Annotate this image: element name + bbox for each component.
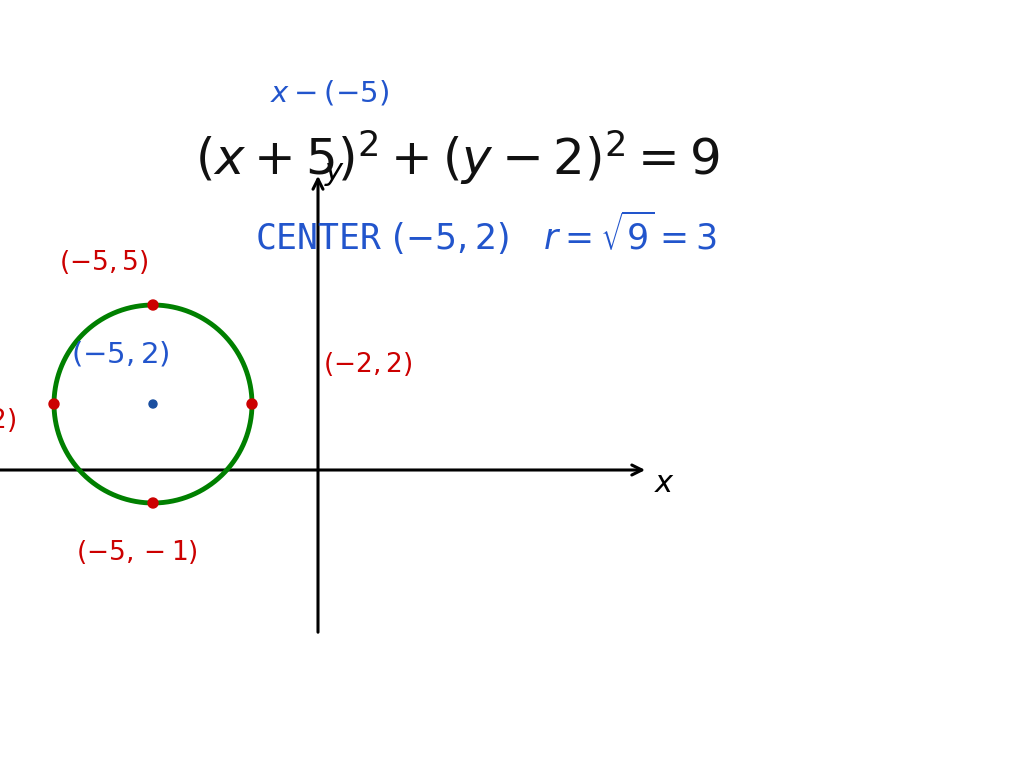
Text: $(-5,5)$: $(-5,5)$: [58, 248, 148, 276]
Text: $(x+5)^{2}+(y-2)^{2}=9$: $(x+5)^{2}+(y-2)^{2}=9$: [195, 128, 720, 187]
Text: $(-8,2)$: $(-8,2)$: [0, 406, 16, 435]
Text: $(-5,2)$: $(-5,2)$: [71, 340, 169, 369]
Text: $x-(-5)$: $x-(-5)$: [270, 78, 389, 108]
Circle shape: [148, 300, 158, 310]
Text: $x$: $x$: [654, 468, 675, 498]
Circle shape: [247, 399, 257, 409]
Text: $(-2,2)$: $(-2,2)$: [323, 350, 413, 379]
Text: $y$: $y$: [324, 158, 345, 187]
Circle shape: [148, 498, 158, 508]
Circle shape: [150, 400, 157, 408]
Circle shape: [49, 399, 59, 409]
Text: $(-5,-1)$: $(-5,-1)$: [76, 538, 198, 567]
Text: $\mathtt{CENTER}\ (-5,2)\ \ \ r{=}\sqrt{9}{=}3$: $\mathtt{CENTER}\ (-5,2)\ \ \ r{=}\sqrt{…: [255, 209, 717, 257]
